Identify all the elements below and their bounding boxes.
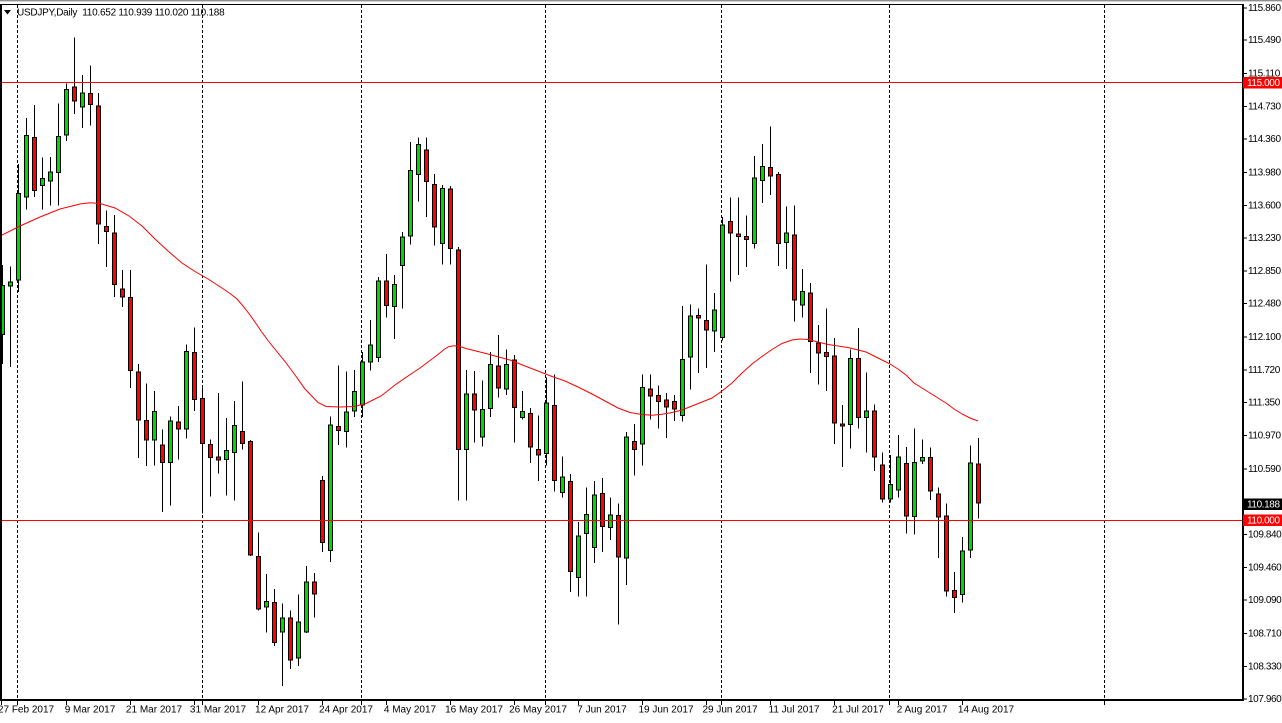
svg-text:109.090: 109.090 xyxy=(1248,595,1282,606)
svg-text:21 Mar 2017: 21 Mar 2017 xyxy=(126,705,183,716)
svg-text:115.490: 115.490 xyxy=(1248,35,1281,46)
svg-text:109.840: 109.840 xyxy=(1248,530,1282,541)
svg-text:107.960: 107.960 xyxy=(1248,694,1282,705)
svg-text:114.360: 114.360 xyxy=(1248,134,1281,145)
svg-text:115.000: 115.000 xyxy=(1247,78,1280,89)
svg-text:109.460: 109.460 xyxy=(1248,563,1282,574)
svg-text:115.110: 115.110 xyxy=(1248,69,1281,80)
svg-text:115.860: 115.860 xyxy=(1248,3,1281,14)
svg-text:12 Apr 2017: 12 Apr 2017 xyxy=(255,705,309,716)
svg-text:16 May 2017: 16 May 2017 xyxy=(445,705,503,716)
svg-text:7 Jun 2017: 7 Jun 2017 xyxy=(577,705,627,716)
svg-text:110.590: 110.590 xyxy=(1248,464,1281,475)
svg-text:21 Jul 2017: 21 Jul 2017 xyxy=(832,705,884,716)
svg-text:14 Aug 2017: 14 Aug 2017 xyxy=(958,705,1015,716)
svg-text:11 Jul 2017: 11 Jul 2017 xyxy=(769,705,820,716)
svg-text:110.000: 110.000 xyxy=(1247,516,1280,527)
svg-text:111.720: 111.720 xyxy=(1248,365,1281,376)
svg-text:112.100: 112.100 xyxy=(1248,332,1281,343)
svg-text:4 May 2017: 4 May 2017 xyxy=(384,705,437,716)
svg-text:24 Apr 2017: 24 Apr 2017 xyxy=(319,705,373,716)
svg-text:9 Mar 2017: 9 Mar 2017 xyxy=(65,705,116,716)
svg-text:27 Feb 2017: 27 Feb 2017 xyxy=(0,705,55,716)
svg-text:2 Aug 2017: 2 Aug 2017 xyxy=(897,705,948,716)
svg-text:19 Jun 2017: 19 Jun 2017 xyxy=(638,705,693,716)
svg-text:113.600: 113.600 xyxy=(1248,201,1281,212)
svg-text:26 May 2017: 26 May 2017 xyxy=(509,705,567,716)
svg-text:111.350: 111.350 xyxy=(1248,397,1281,408)
svg-text:114.730: 114.730 xyxy=(1248,102,1281,113)
svg-text:108.710: 108.710 xyxy=(1248,628,1282,639)
svg-text:31 Mar 2017: 31 Mar 2017 xyxy=(190,705,247,716)
svg-text:113.980: 113.980 xyxy=(1248,167,1281,178)
svg-text:110.188: 110.188 xyxy=(1247,500,1280,511)
svg-text:112.480: 112.480 xyxy=(1248,299,1281,310)
svg-text:110.970: 110.970 xyxy=(1248,431,1281,442)
svg-text:29 Jun 2017: 29 Jun 2017 xyxy=(702,705,757,716)
svg-text:USDJPY,Daily 110.652 110.939: USDJPY,Daily 110.652 110.939 110.020 110… xyxy=(17,8,225,19)
svg-text:108.330: 108.330 xyxy=(1248,662,1282,673)
svg-text:113.230: 113.230 xyxy=(1248,233,1281,244)
svg-text:112.850: 112.850 xyxy=(1248,266,1281,277)
